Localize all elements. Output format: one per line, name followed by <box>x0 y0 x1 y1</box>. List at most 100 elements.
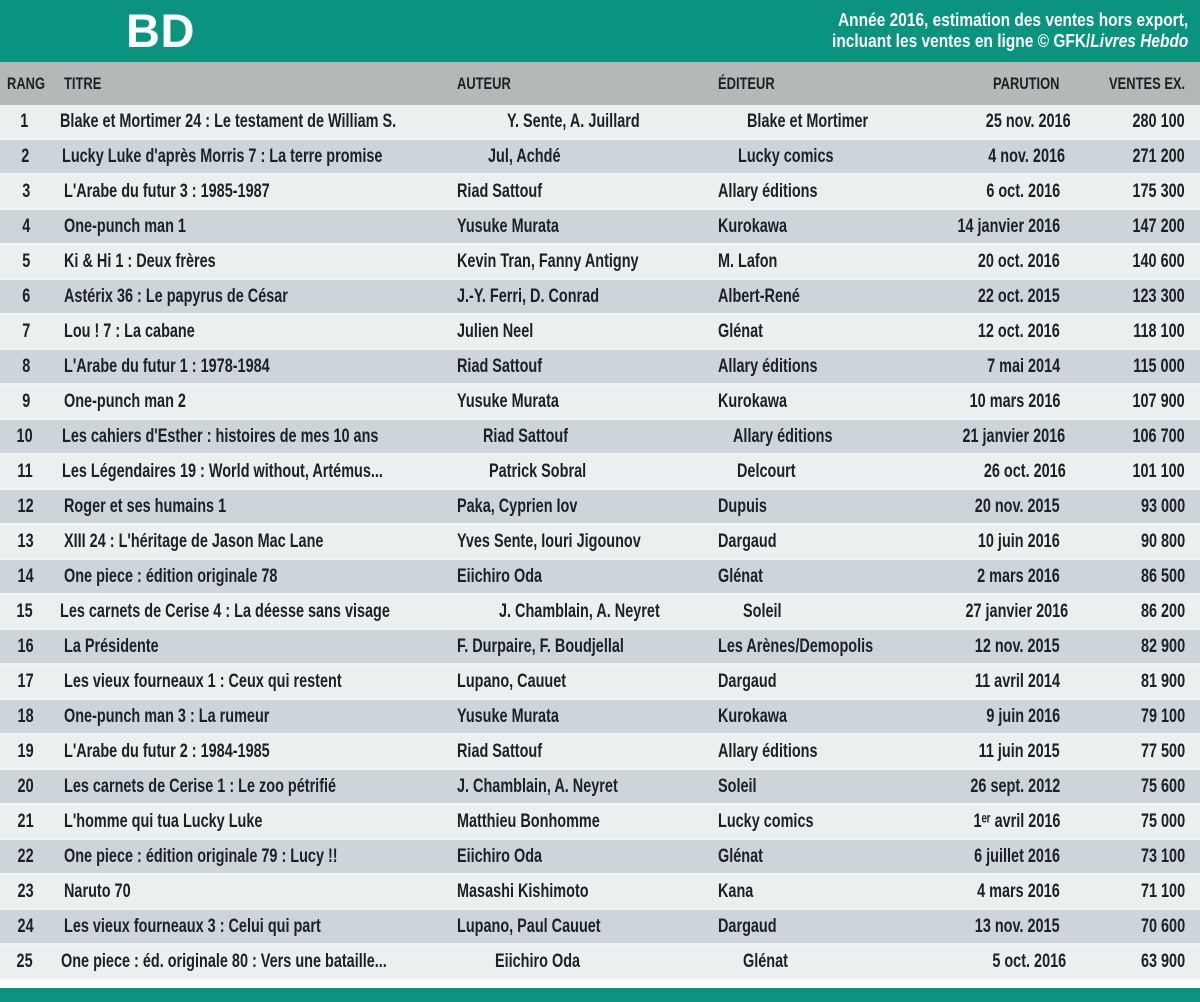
sales-cell: 81 900 <box>1060 671 1200 693</box>
publisher-cell: Soleil <box>713 776 950 798</box>
sales-cell-text: 115 000 <box>1133 355 1185 377</box>
publisher-cell: Glénat <box>713 566 950 588</box>
release-date-cell: 12 nov. 2015 <box>950 636 1060 658</box>
source-note-line-2: incluant les ventes en ligne © GFK/Livre… <box>832 31 1188 52</box>
rank-cell: 13 <box>0 531 52 553</box>
release-date-cell: 13 nov. 2015 <box>950 916 1060 938</box>
title-cell: Ki & Hi 1 : Deux frères <box>52 251 452 273</box>
author-cell-text: Yves Sente, Iouri Jigounov <box>457 530 641 552</box>
publisher-cell-text: Allary éditions <box>733 425 833 447</box>
release-date-cell: 14 janvier 2016 <box>950 216 1060 238</box>
title-cell-text: One-punch man 2 <box>64 390 186 412</box>
author-cell-text: Masashi Kishimoto <box>457 880 589 902</box>
sales-cell-text: 77 500 <box>1140 740 1185 762</box>
publisher-cell-text: Glénat <box>742 950 788 972</box>
sales-cell: 77 500 <box>1060 741 1200 763</box>
author-cell: Matthieu Bonhomme <box>452 811 713 833</box>
author-cell: Riad Sattouf <box>452 181 713 203</box>
title-cell: One piece : édition originale 78 <box>52 566 452 588</box>
publisher-cell: Allary éditions <box>728 426 955 448</box>
title-cell: One piece : édition originale 79 : Lucy … <box>52 846 452 868</box>
author-cell-text: Y. Sente, A. Juillard <box>507 110 640 132</box>
release-date-cell-text: 1ᵉʳ avril 2016 <box>973 810 1060 832</box>
sales-cell: 90 800 <box>1060 531 1200 553</box>
publisher-cell-text: Glénat <box>718 845 763 867</box>
publisher-cell-text: Allary éditions <box>718 740 818 762</box>
publisher-cell: Kana <box>713 881 950 903</box>
release-date-cell-text: 10 juin 2016 <box>978 530 1060 552</box>
title-cell: Naruto 70 <box>52 881 452 903</box>
title-cell-text: XIII 24 : L'héritage de Jason Mac Lane <box>64 530 324 552</box>
sales-cell: 93 000 <box>1060 496 1200 518</box>
publisher-cell: Lucky comics <box>733 146 960 168</box>
publisher-cell: Dupuis <box>713 496 950 518</box>
sales-cell-text: 101 100 <box>1132 460 1185 482</box>
sales-cell: 70 600 <box>1060 916 1200 938</box>
publisher-cell: Soleil <box>738 601 959 623</box>
publisher-cell-text: Lucky comics <box>738 145 834 167</box>
table-row: 12 Roger et ses humains 1 Paka, Cyprien Io… <box>0 490 1200 523</box>
rank-cell: 10 <box>0 426 50 448</box>
release-date-cell: 1ᵉʳ avril 2016 <box>950 811 1060 833</box>
author-cell-text: Lupano, Cauuet <box>457 670 567 692</box>
rank-cell-text: 10 <box>16 425 33 447</box>
author-cell-text: J. Chamblain, A. Neyret <box>499 600 661 622</box>
author-cell: Eiichiro Oda <box>452 846 713 868</box>
sales-cell: 123 300 <box>1060 286 1200 308</box>
table-row: 5 Ki & Hi 1 : Deux frères Kevin Tran, Fann… <box>0 245 1200 278</box>
release-date-cell: 11 juin 2015 <box>950 741 1060 763</box>
column-header-row: RANG TITRE AUTEUR ÉDITEUR PARUTION VENTE… <box>0 62 1200 105</box>
rank-cell-text: 20 <box>17 775 35 797</box>
publisher-cell: Allary éditions <box>713 741 950 763</box>
source-note-line-2-text: incluant les ventes en ligne © GFK/ <box>831 31 1090 51</box>
sales-cell-text: 75 600 <box>1140 775 1185 797</box>
rank-cell: 22 <box>0 846 52 868</box>
table-row: 11 Les Légendaires 19 : World without, Ar… <box>0 455 1200 488</box>
rank-cell: 15 <box>0 601 48 623</box>
publisher-cell-text: Kurokawa <box>718 390 788 412</box>
source-note: Année 2016, estimation des ventes hors e… <box>774 0 1200 62</box>
rank-cell: 12 <box>0 496 52 518</box>
release-date-cell-text: 5 oct. 2016 <box>992 950 1067 972</box>
rank-cell: 6 <box>0 286 52 308</box>
column-header-publisher: ÉDITEUR <box>718 73 775 93</box>
table-row: 19 L'Arabe du futur 2 : 1984-1985 Riad Sat… <box>0 735 1200 768</box>
rank-cell-text: 19 <box>17 740 35 762</box>
rank-cell: 21 <box>0 811 52 833</box>
sales-cell: 271 200 <box>1065 146 1200 168</box>
author-cell-text: Yusuke Murata <box>457 390 559 412</box>
release-date-cell: 7 mai 2014 <box>950 356 1060 378</box>
table-row: 18 One-punch man 3 : La rumeur Yusuke Mura… <box>0 700 1200 733</box>
publisher-cell-text: Glénat <box>718 565 763 587</box>
publisher-cell-text: Dupuis <box>718 495 767 517</box>
author-cell-text: Patrick Sobral <box>488 460 586 482</box>
release-date-cell-text: 9 juin 2016 <box>986 705 1060 727</box>
title-cell: Les vieux fourneaux 3 : Celui qui part <box>52 916 452 938</box>
header-band: BD Année 2016, estimation des ventes hor… <box>0 0 1200 62</box>
sales-cell-text: 71 100 <box>1140 880 1185 902</box>
sales-cell: 107 900 <box>1060 391 1200 413</box>
sales-cell-text: 70 600 <box>1140 915 1185 937</box>
column-header-release: PARUTION <box>993 73 1060 93</box>
publisher-cell-text: Kurokawa <box>718 215 788 237</box>
release-date-cell: 4 nov. 2016 <box>960 146 1066 168</box>
rank-cell: 19 <box>0 741 52 763</box>
sales-cell-text: 271 200 <box>1132 145 1185 167</box>
sales-cell-text: 63 900 <box>1140 950 1185 972</box>
rank-cell: 14 <box>0 566 52 588</box>
title-cell-text: La Présidente <box>64 635 159 657</box>
author-cell-text: Paka, Cyprien Iov <box>457 495 578 517</box>
title-cell-text: L'Arabe du futur 2 : 1984-1985 <box>64 740 270 762</box>
author-cell: Jul, Achdé <box>483 146 733 168</box>
rank-cell: 1 <box>0 111 48 133</box>
table-row: 21 L'homme qui tua Lucky Luke Matthieu Bon… <box>0 805 1200 838</box>
title-cell: La Présidente <box>52 636 452 658</box>
author-cell: Lupano, Cauuet <box>452 671 713 693</box>
title-cell: L'Arabe du futur 1 : 1978-1984 <box>52 356 452 378</box>
table-row: 25 One piece : éd. originale 80 : Vers un… <box>0 945 1200 978</box>
release-date-cell: 26 sept. 2012 <box>950 776 1060 798</box>
title-cell: Les carnets de Cerise 4 : La déesse sans… <box>48 601 494 623</box>
author-cell: Yusuke Murata <box>452 706 713 728</box>
author-cell: Lupano, Paul Cauuet <box>452 916 713 938</box>
table-row: 17 Les vieux fourneaux 1 : Ceux qui reste… <box>0 665 1200 698</box>
